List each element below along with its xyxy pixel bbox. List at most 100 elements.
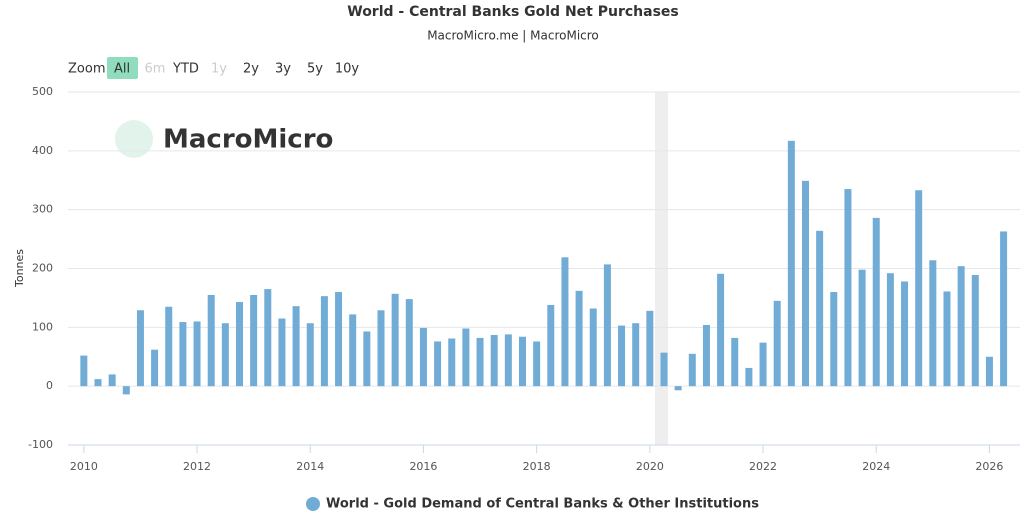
bar: [363, 331, 371, 387]
bar: [561, 257, 569, 387]
bar: [660, 352, 668, 387]
bar: [674, 386, 682, 391]
bar: [504, 334, 512, 387]
bar: [462, 328, 470, 387]
x-tick-label: 2016: [409, 460, 437, 473]
bar: [844, 189, 852, 387]
x-tick-label: 2010: [70, 460, 98, 473]
y-tick-label: -100: [28, 438, 53, 451]
zoom-button[interactable]: 6m: [145, 62, 166, 77]
bar: [434, 341, 442, 387]
zoom-button[interactable]: All: [114, 62, 130, 77]
bar: [207, 294, 215, 387]
bar: [122, 386, 130, 395]
bar: [151, 349, 159, 387]
x-tick-label: 2020: [636, 460, 664, 473]
bar: [901, 281, 909, 387]
bar: [533, 341, 541, 387]
y-tick-label: 200: [32, 262, 53, 275]
bar: [618, 325, 626, 387]
bar: [816, 230, 824, 387]
zoom-button-bg: [107, 57, 138, 79]
bar: [377, 310, 385, 387]
bar: [830, 292, 838, 387]
bar: [349, 314, 357, 387]
bar: [957, 266, 965, 387]
x-tick-label: 2022: [749, 460, 777, 473]
bar: [136, 310, 144, 387]
bar: [915, 190, 923, 387]
bar: [306, 323, 314, 387]
bar: [688, 353, 696, 387]
x-tick-label: 2012: [183, 460, 211, 473]
legend-marker: [306, 497, 320, 511]
bar: [476, 337, 484, 387]
bar: [929, 260, 937, 387]
bar: [872, 217, 880, 387]
legend-label[interactable]: World - Gold Demand of Central Banks & O…: [326, 497, 759, 512]
bar: [391, 293, 399, 387]
zoom-label: Zoom: [68, 62, 105, 77]
zoom-button[interactable]: 3y: [275, 62, 291, 77]
bar: [108, 374, 116, 387]
y-tick-label: 300: [32, 203, 53, 216]
bar: [773, 300, 781, 387]
x-tick-label: 2026: [975, 460, 1003, 473]
chart-subtitle: MacroMicro.me | MacroMicro: [427, 29, 599, 43]
y-tick-label: 400: [32, 144, 53, 157]
bar: [575, 290, 583, 387]
zoom-button[interactable]: 10y: [335, 62, 360, 77]
bar: [292, 306, 300, 387]
bar: [165, 306, 173, 387]
bar: [419, 327, 427, 387]
watermark-logo: [115, 120, 153, 158]
bar: [801, 180, 809, 387]
x-tick-label: 2018: [523, 460, 551, 473]
y-tick-label: 0: [46, 379, 53, 392]
bar: [518, 336, 526, 387]
bar: [405, 299, 413, 387]
bar: [886, 273, 894, 387]
bar: [278, 318, 286, 387]
y-tick-label: 100: [32, 320, 53, 333]
bar: [759, 342, 767, 387]
bar: [1000, 231, 1008, 387]
bar: [943, 291, 951, 387]
zoom-button[interactable]: 2y: [243, 62, 259, 77]
bar: [94, 379, 102, 387]
bar: [448, 338, 456, 387]
chart-title: World - Central Banks Gold Net Purchases: [347, 4, 679, 20]
bar: [646, 310, 654, 387]
watermark: MacroMicro: [163, 125, 333, 155]
bar: [589, 308, 597, 387]
zoom-button[interactable]: 1y: [211, 62, 227, 77]
bar: [702, 324, 710, 387]
bar: [787, 140, 795, 387]
zoom-button[interactable]: YTD: [172, 62, 199, 77]
bar: [250, 294, 258, 387]
bar: [985, 356, 993, 387]
bar: [193, 321, 201, 387]
bar: [320, 296, 328, 387]
x-tick-label: 2024: [862, 460, 890, 473]
bar: [221, 323, 229, 387]
bar: [264, 289, 272, 387]
bar: [632, 323, 640, 387]
bar: [335, 292, 343, 387]
bar: [235, 302, 243, 387]
y-tick-label: 500: [32, 85, 53, 98]
y-axis-label: Tonnes: [13, 249, 26, 288]
bar: [547, 304, 555, 387]
bar: [858, 269, 866, 387]
bar: [971, 274, 979, 387]
x-tick-label: 2014: [296, 460, 324, 473]
bar: [603, 264, 611, 387]
bar: [179, 322, 187, 387]
bar: [80, 355, 88, 387]
bar: [731, 337, 739, 387]
zoom-button[interactable]: 5y: [307, 62, 323, 77]
bar: [717, 273, 725, 387]
bar: [745, 367, 753, 387]
